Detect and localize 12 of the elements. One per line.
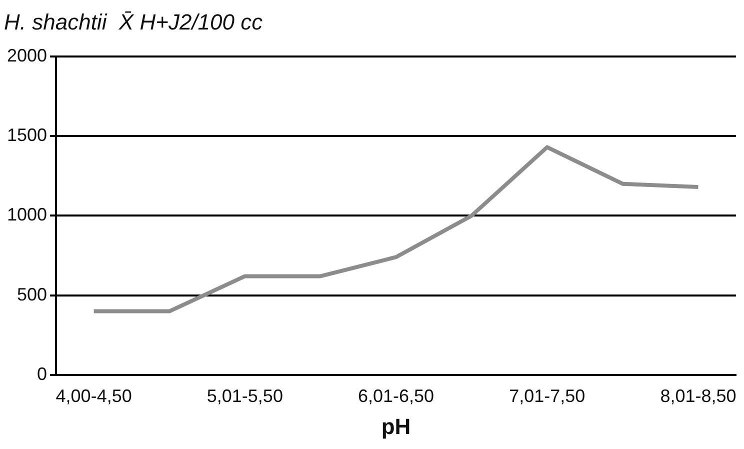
y-tick-label: 500 [16, 284, 48, 304]
y-tick-label: 1500 [6, 125, 48, 146]
x-tick-label: 4,00-4,50 [56, 386, 132, 406]
y-tick-label: 1000 [6, 204, 48, 225]
x-tick-label: 6,01-6,50 [358, 386, 434, 406]
y-tick-label: 2000 [6, 45, 48, 66]
chart-title: H. shachtii X̄ H+J2/100 cc [4, 9, 263, 34]
x-axis-title: pH [381, 414, 411, 439]
x-tick-label: 5,01-5,50 [206, 386, 283, 406]
y-tick-label: 0 [37, 364, 48, 384]
x-tick-label: 8,01-8,50 [660, 386, 736, 406]
x-tick-label: 7,01-7,50 [509, 386, 586, 406]
